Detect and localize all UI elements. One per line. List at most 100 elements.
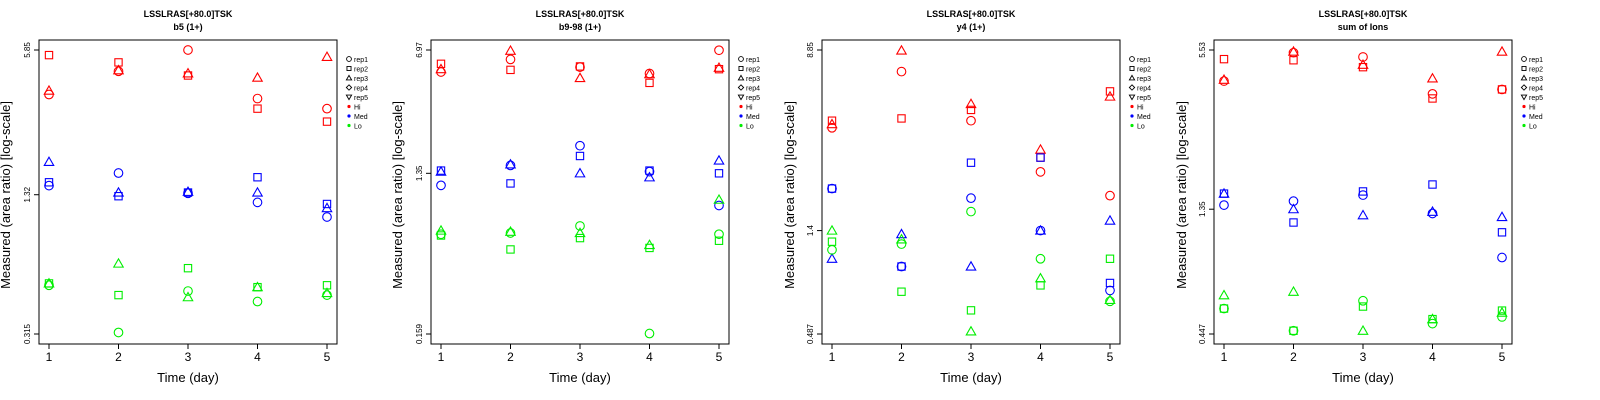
y-axis-ticks: 0.159 1.35 6.97 xyxy=(415,42,431,344)
data-point xyxy=(506,245,515,254)
data-point xyxy=(575,221,585,231)
y-axis-ticks: 0.487 1.4 8.85 xyxy=(806,42,822,344)
chart-panel-b5: LSSLRAS[+80.0]TSK b5 (1+) Measured (area… xyxy=(0,9,368,385)
legend-marker xyxy=(737,94,745,101)
data-point xyxy=(1289,218,1298,227)
data-point xyxy=(1426,313,1439,324)
data-point xyxy=(322,117,332,126)
data-point xyxy=(1035,253,1046,264)
data-point xyxy=(965,325,977,336)
data-point xyxy=(1496,45,1508,56)
data-point xyxy=(966,115,976,126)
data-point xyxy=(1289,326,1298,335)
data-point xyxy=(575,151,585,161)
data-point xyxy=(643,239,656,250)
data-point xyxy=(505,228,516,238)
data-point xyxy=(966,306,976,315)
x-tick-label: 1 xyxy=(829,350,836,364)
legend-label: rep5 xyxy=(1137,95,1151,102)
data-point xyxy=(1219,304,1229,313)
x-tick-label: 5 xyxy=(1499,350,1506,364)
data-point xyxy=(506,65,515,75)
data-point xyxy=(1104,294,1116,304)
data-point xyxy=(644,328,655,339)
data-point xyxy=(251,281,264,292)
legend-label: rep4 xyxy=(1137,86,1151,93)
data-point xyxy=(1219,54,1229,64)
y-tick-label: 0.487 xyxy=(806,323,815,344)
data-point xyxy=(1104,90,1116,101)
legend: rep1 rep2 rep3 rep4 rep5 Hi Med Lo xyxy=(345,56,368,131)
legend-marker xyxy=(738,66,744,71)
y-tick-label: 0.447 xyxy=(1198,323,1207,344)
data-point xyxy=(252,197,263,208)
data-point xyxy=(827,237,837,246)
data-point xyxy=(505,160,516,171)
legend-marker xyxy=(739,104,743,109)
data-point xyxy=(44,50,54,60)
data-point xyxy=(321,51,333,61)
data-point xyxy=(965,98,977,109)
data-point xyxy=(966,105,976,115)
data-point xyxy=(113,66,124,77)
data-point xyxy=(322,212,332,222)
data-point xyxy=(1358,302,1368,311)
data-point xyxy=(252,296,263,307)
x-tick-label: 5 xyxy=(716,350,723,364)
legend-marker xyxy=(1522,114,1526,118)
data-point xyxy=(504,44,517,55)
x-axis-ticks: 1 2 3 4 5 xyxy=(1221,344,1506,364)
legend: rep1 rep2 rep3 rep4 rep5 Hi Med Lo xyxy=(737,56,760,131)
data-point xyxy=(1105,87,1115,96)
data-point xyxy=(1497,228,1507,237)
data-point xyxy=(505,54,516,65)
y-axis-ticks: 0.315 1.32 5.85 xyxy=(23,42,39,344)
x-tick-label: 3 xyxy=(577,350,584,364)
data-point xyxy=(183,45,193,55)
data-point xyxy=(1036,153,1045,162)
legend-label: rep2 xyxy=(746,67,760,74)
legend-label: rep1 xyxy=(746,57,760,64)
x-axis-label: Time (day) xyxy=(157,370,219,385)
data-point xyxy=(251,71,264,82)
legend-label: rep1 xyxy=(1529,57,1543,64)
x-tick-label: 3 xyxy=(968,350,975,364)
legend-label: Hi xyxy=(746,105,753,112)
data-point xyxy=(827,183,837,194)
data-point xyxy=(321,287,333,298)
legend-marker xyxy=(1522,123,1526,128)
data-point xyxy=(112,186,125,197)
data-point xyxy=(896,261,907,272)
data-point xyxy=(182,291,194,302)
legend-marker xyxy=(739,123,743,128)
y-tick-label: 0.159 xyxy=(415,323,424,344)
data-point xyxy=(1428,180,1437,189)
legend-label: rep4 xyxy=(746,86,760,93)
legend: rep1 rep2 rep3 rep4 rep5 Hi Med Lo xyxy=(1128,56,1151,131)
data-point xyxy=(1496,306,1508,317)
y-tick-label: 1.35 xyxy=(415,165,424,181)
data-point xyxy=(1497,84,1507,95)
data-point xyxy=(436,180,446,191)
chart-panel-y4: LSSLRAS[+80.0]TSK y4 (1+) Measured (area… xyxy=(782,9,1151,385)
data-point xyxy=(183,263,193,273)
data-point xyxy=(827,116,837,125)
data-point xyxy=(1288,325,1299,336)
legend-marker xyxy=(1520,94,1528,101)
data-point xyxy=(714,169,724,178)
legend-label: rep5 xyxy=(746,95,760,102)
legend-marker xyxy=(347,114,351,118)
data-point xyxy=(1497,312,1507,322)
data-point xyxy=(1358,187,1368,196)
data-point xyxy=(897,287,906,296)
data-point xyxy=(1426,72,1439,83)
x-axis-label: Time (day) xyxy=(549,370,611,385)
chart-title: LSSLRAS[+80.0]TSK xyxy=(927,9,1016,19)
data-point xyxy=(251,186,264,197)
legend-marker xyxy=(1520,74,1528,81)
legend-label: rep2 xyxy=(1137,67,1151,74)
x-tick-label: 2 xyxy=(507,350,514,364)
data-point xyxy=(1497,85,1507,94)
legend-marker xyxy=(737,74,745,81)
